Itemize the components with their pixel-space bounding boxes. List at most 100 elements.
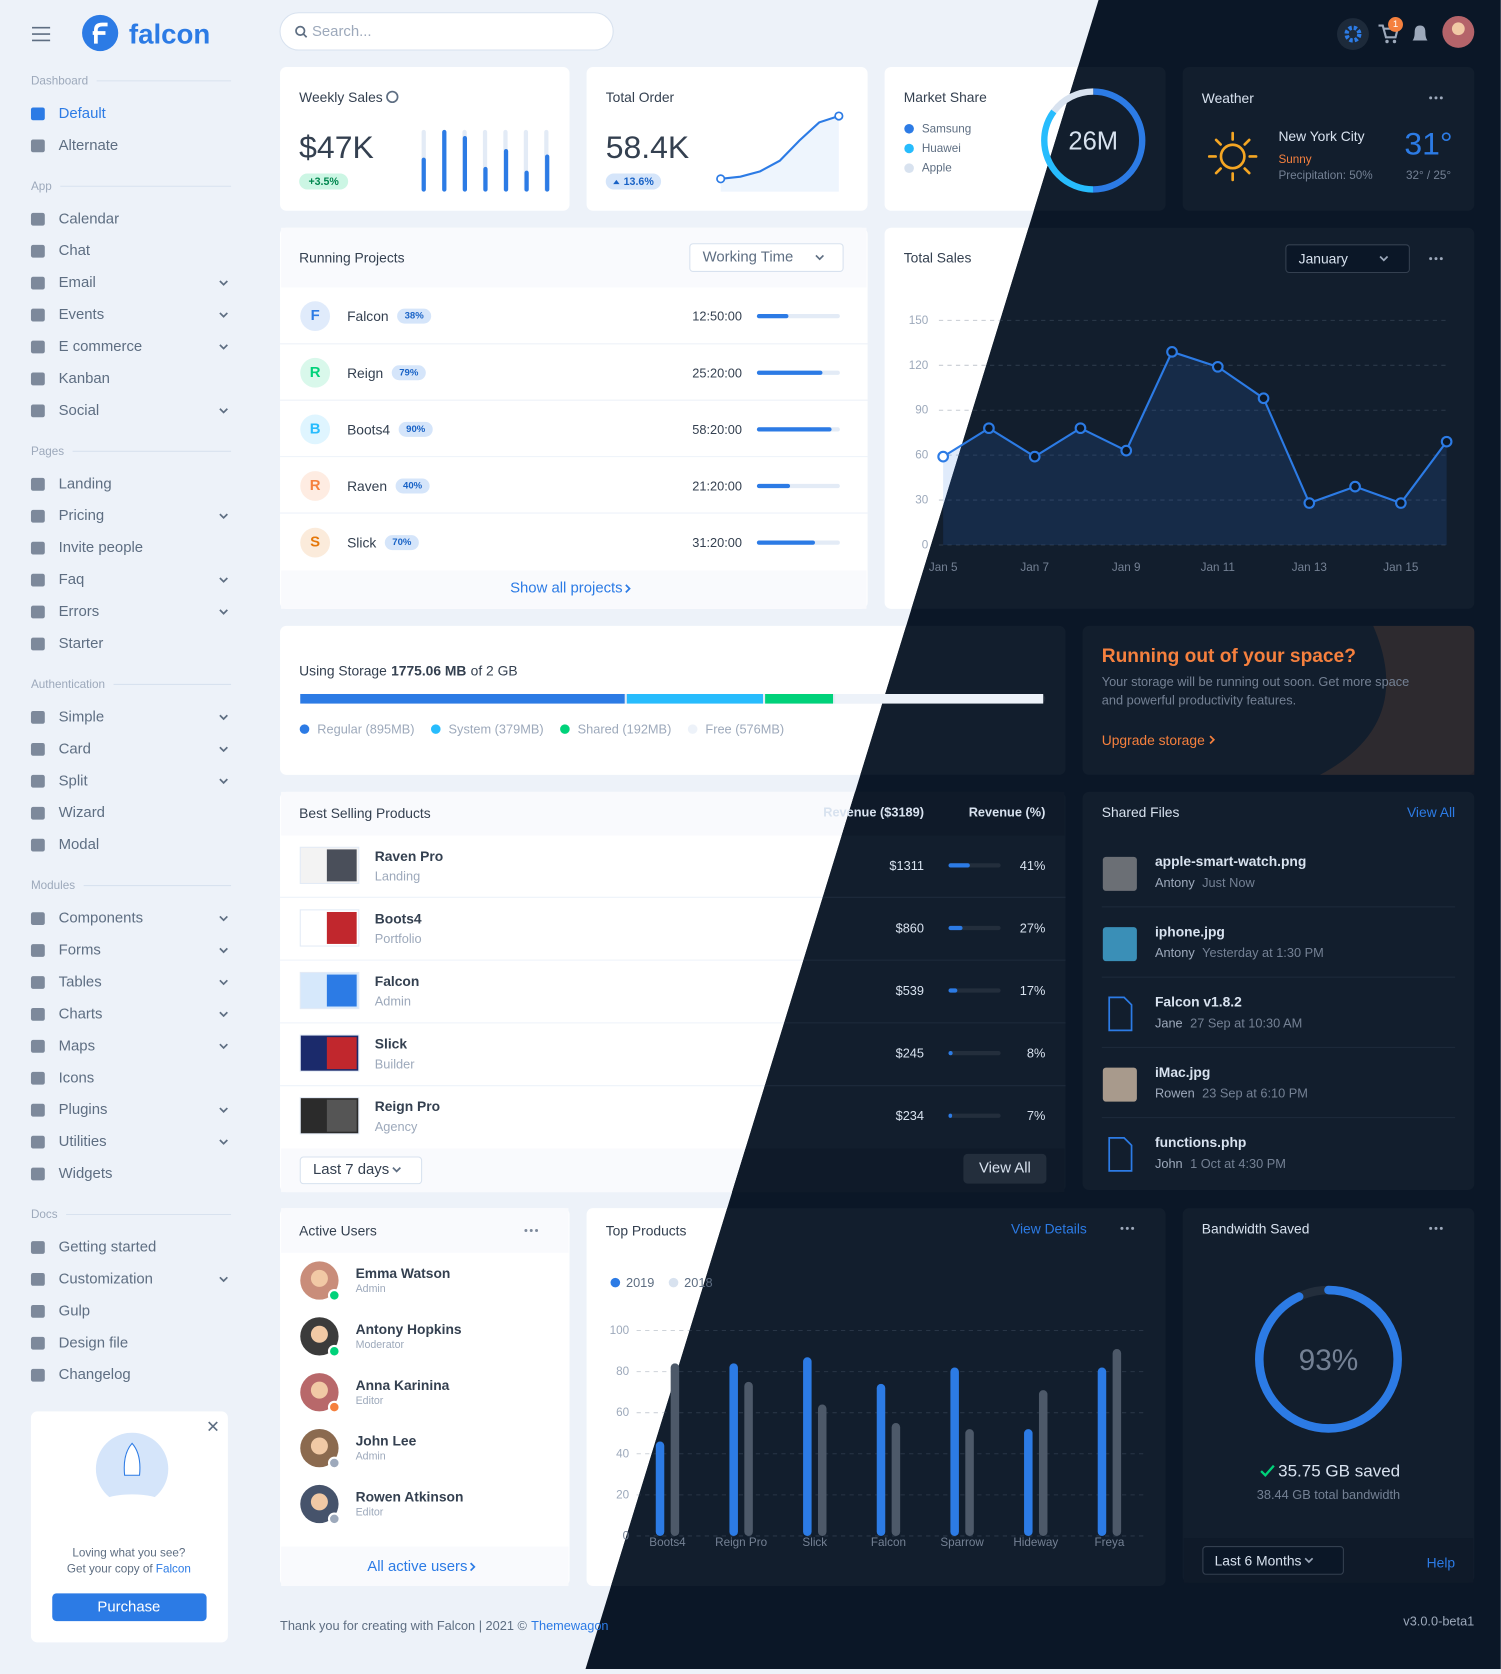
nav-item[interactable]: Default — [59, 106, 107, 122]
file-name[interactable]: Falcon v1.8.2 — [1155, 994, 1242, 1010]
file-name[interactable]: iMac.jpg — [1155, 1064, 1210, 1080]
user-name[interactable]: Emma Watson — [356, 1265, 451, 1281]
card-title: Shared Files — [1102, 804, 1180, 820]
nav-item[interactable]: Icons — [59, 1070, 95, 1086]
nav-item[interactable]: Kanban — [59, 371, 110, 387]
badge-count: 1 — [1393, 19, 1398, 30]
change-label: 13.6% — [624, 176, 655, 188]
nav-item[interactable]: Card — [59, 741, 91, 757]
time-select[interactable] — [689, 243, 844, 272]
card-title: Using Storage — [299, 663, 387, 679]
help-link[interactable]: Help — [1427, 1555, 1456, 1571]
nav-icon — [30, 1103, 45, 1117]
nav-item[interactable]: Simple — [59, 709, 105, 725]
chevron — [392, 1167, 401, 1173]
nav-item[interactable]: Split — [59, 773, 89, 789]
y-tick-label: 60 — [915, 449, 929, 462]
nav-item[interactable]: Charts — [59, 1006, 103, 1022]
nav-item[interactable]: Errors — [59, 604, 100, 620]
nav-item[interactable]: Social — [59, 403, 100, 419]
nav-item[interactable]: Email — [59, 275, 96, 291]
card-title: Best Selling Products — [299, 805, 431, 821]
nav-item[interactable]: Plugins — [59, 1102, 108, 1118]
project-name[interactable]: Falcon — [347, 308, 389, 324]
legend-dot — [560, 724, 570, 734]
card-link[interactable]: Show all projects — [510, 581, 623, 597]
nav-item[interactable]: Landing — [59, 476, 112, 492]
nav-item[interactable]: Getting started — [59, 1239, 157, 1255]
chevron — [219, 915, 228, 922]
project-name[interactable]: Boots4 — [347, 421, 390, 437]
sun-ray — [1243, 138, 1251, 146]
nav-item[interactable]: Utilities — [59, 1134, 107, 1150]
period-select[interactable] — [299, 1156, 423, 1185]
nav-item[interactable]: Events — [59, 307, 105, 323]
button-label: Purchase — [97, 1599, 160, 1615]
nav-item[interactable]: Widgets — [59, 1166, 113, 1182]
month-select[interactable] — [1285, 244, 1410, 274]
user-name[interactable]: Rowen Atkinson — [356, 1489, 464, 1505]
legend-dot — [904, 163, 914, 173]
nav-item[interactable]: Components — [59, 911, 143, 927]
nav-item[interactable]: E commerce — [59, 339, 143, 355]
track — [948, 1113, 1001, 1118]
footer-link[interactable]: Themewagon — [531, 1618, 608, 1633]
card-link[interactable]: View All — [1407, 804, 1455, 820]
nav-item[interactable]: Chat — [59, 243, 91, 259]
product-name[interactable]: Slick — [375, 1036, 408, 1052]
card-link[interactable]: View Details — [1011, 1220, 1087, 1236]
user-name[interactable]: Anna Karinina — [356, 1377, 450, 1393]
chevron — [219, 1107, 228, 1113]
point — [1074, 422, 1087, 435]
user-name[interactable]: John Lee — [356, 1433, 417, 1449]
product-name[interactable]: Reign Pro — [375, 1098, 440, 1114]
check-icon — [1260, 1464, 1275, 1477]
bar — [965, 1429, 974, 1536]
period-select[interactable] — [1202, 1546, 1344, 1575]
chevron — [815, 254, 825, 261]
share-label: 17% — [1020, 983, 1046, 998]
sun-ray — [1214, 138, 1222, 146]
product-name[interactable]: Boots4 — [375, 910, 422, 926]
chevron — [219, 979, 228, 986]
file-name[interactable]: apple-smart-watch.png — [1155, 853, 1306, 869]
nav-item[interactable]: Gulp — [59, 1303, 90, 1319]
view-all-button[interactable] — [963, 1153, 1047, 1184]
nav-item[interactable]: Maps — [59, 1038, 95, 1054]
user-name[interactable]: Antony Hopkins — [356, 1321, 462, 1337]
progress-bar — [756, 370, 823, 375]
product-name[interactable]: Raven Pro — [375, 848, 443, 864]
nav-item[interactable]: Tables — [59, 974, 102, 990]
nav-item[interactable]: Faq — [59, 572, 85, 588]
y-tick-label: 120 — [909, 359, 929, 372]
nav-item[interactable]: Calendar — [59, 211, 119, 227]
column-header: Revenue ($3189) — [823, 805, 924, 820]
more-icon — [1131, 1226, 1135, 1230]
file-name[interactable]: iphone.jpg — [1155, 923, 1225, 939]
nav-item[interactable]: Customization — [59, 1271, 153, 1287]
nav-item[interactable]: Starter — [59, 636, 104, 652]
product-name[interactable]: Falcon — [375, 973, 420, 989]
project-name[interactable]: Raven — [347, 478, 387, 494]
nav-item[interactable]: Forms — [59, 943, 101, 959]
nav-item[interactable]: Changelog — [59, 1367, 131, 1383]
project-name[interactable]: Reign — [347, 365, 383, 381]
card-link[interactable]: All active users — [367, 1559, 467, 1575]
purchase-button[interactable] — [52, 1593, 207, 1622]
nav-item[interactable]: Invite people — [59, 540, 143, 556]
alert-title: Running out of your space? — [1102, 646, 1356, 667]
nav-item[interactable]: Wizard — [59, 805, 105, 821]
section-title: Modules — [31, 879, 75, 892]
nav-item[interactable]: Alternate — [59, 138, 119, 154]
button-label: View All — [979, 1161, 1031, 1177]
card — [1082, 791, 1475, 1191]
project-name[interactable]: Slick — [347, 535, 376, 551]
promo-link[interactable]: Falcon — [156, 1562, 191, 1575]
nav-item[interactable]: Pricing — [59, 508, 105, 524]
settings-icon — [1344, 25, 1362, 43]
nav-item[interactable]: Modal — [59, 837, 100, 853]
search-input[interactable]: Search... — [312, 24, 372, 40]
file-name[interactable]: functions.php — [1155, 1134, 1246, 1150]
nav-item[interactable]: Design file — [59, 1335, 129, 1351]
alert-link[interactable]: Upgrade storage — [1102, 732, 1205, 748]
